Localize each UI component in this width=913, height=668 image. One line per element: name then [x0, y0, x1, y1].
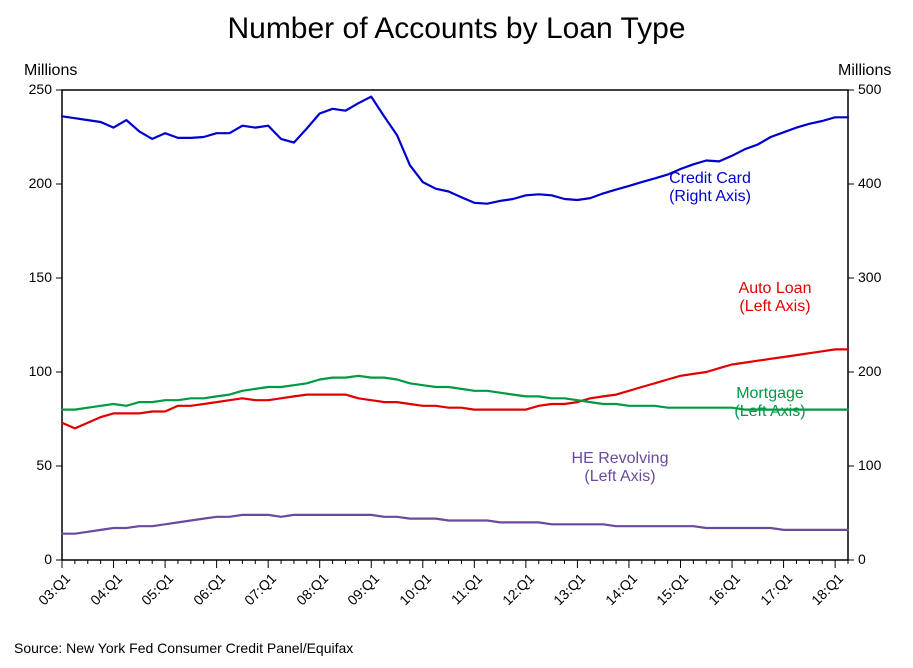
y-right-tick-label: 200: [858, 363, 881, 379]
y-left-tick-label: 200: [29, 175, 52, 191]
chart-plot: [0, 0, 913, 668]
auto-loan-series-label: Auto Loan(Left Axis): [705, 280, 845, 317]
y-right-tick-label: 400: [858, 175, 881, 191]
y-left-tick-label: 100: [29, 363, 52, 379]
y-left-tick-label: 50: [36, 457, 52, 473]
credit-card-series-label: Credit Card(Right Axis): [640, 170, 780, 207]
mortgage-series-label: Mortgage(Left Axis): [700, 385, 840, 422]
y-right-tick-label: 500: [858, 81, 881, 97]
y-right-tick-label: 0: [858, 551, 866, 567]
source-text: Source: New York Fed Consumer Credit Pan…: [14, 640, 353, 656]
he-revolving-series-label: HE Revolving(Left Axis): [550, 450, 690, 487]
y-left-tick-label: 0: [44, 551, 52, 567]
y-left-tick-label: 150: [29, 269, 52, 285]
y-right-tick-label: 100: [858, 457, 881, 473]
y-right-tick-label: 300: [858, 269, 881, 285]
y-left-tick-label: 250: [29, 81, 52, 97]
